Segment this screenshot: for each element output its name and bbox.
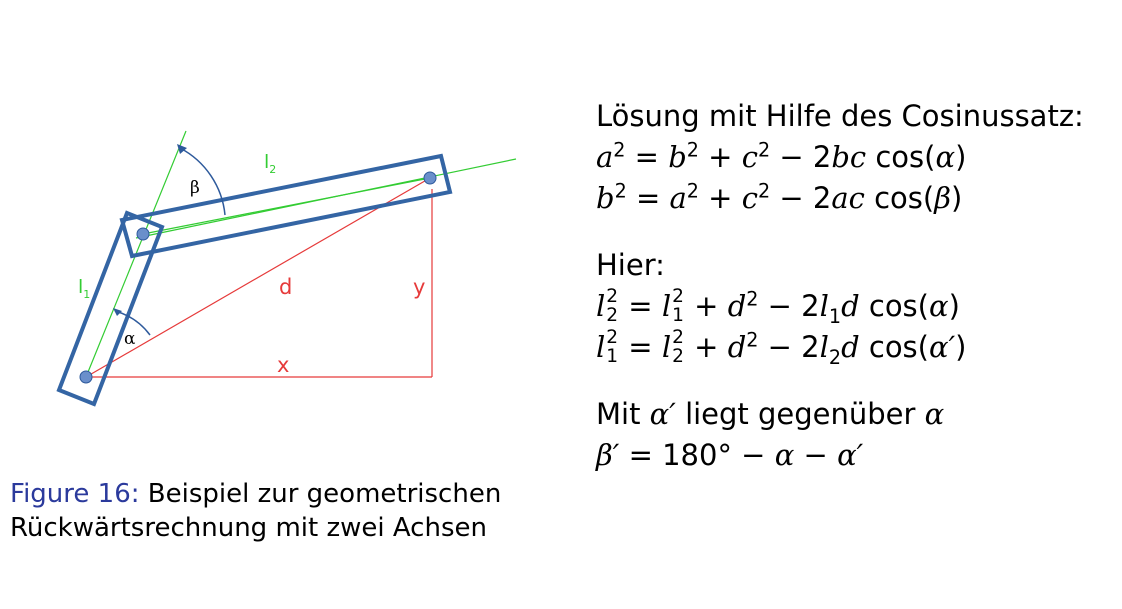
arm2-axis-line <box>142 177 431 235</box>
caption-line-2: Rückwärtsrechnung mit zwei Achsen <box>10 513 487 543</box>
elbow-joint <box>136 227 150 241</box>
x-label: x <box>277 353 289 377</box>
y-label: y <box>413 275 425 299</box>
l2-label: l2 <box>264 151 276 176</box>
formula-cosine-a: a2 = b2 + c2 − 2bc cos(α) <box>596 138 967 174</box>
caption-line-1: Figure 16: Beispiel zur geometrischen <box>10 477 501 511</box>
caption-text-1: Beispiel zur geometrischen <box>147 479 502 509</box>
formula-panel: Lösung mit Hilfe des Cosinussatz: a2 = b… <box>596 96 1084 476</box>
arm-1-body <box>56 210 165 407</box>
l1-label: l1 <box>78 276 90 301</box>
end-effector-joint <box>423 171 437 185</box>
cosine-law-heading: Lösung mit Hilfe des Cosinussatz: <box>596 99 1084 133</box>
arm-2-body <box>119 153 453 259</box>
beta-label: β <box>190 178 200 198</box>
beta-arc <box>179 147 226 216</box>
d-label: d <box>279 275 292 299</box>
alpha-label: α <box>124 329 136 349</box>
alpha-arrow-head <box>113 308 122 316</box>
figure-caption: Figure 16: Beispiel zur geometrischen Rü… <box>10 477 501 545</box>
d-line <box>85 177 431 378</box>
beta-arrow-head <box>177 144 187 154</box>
robot-arm-diagram: β α l2 l1 d y x <box>56 130 517 407</box>
hier-label: Hier: <box>596 248 665 282</box>
formula-beta-prime: β′ = 180° − α − α′ <box>596 438 864 472</box>
alpha-prime-note: Mit α′ liegt gegenüber α <box>596 397 945 431</box>
base-joint <box>79 370 93 384</box>
figure-number: Figure 16: <box>10 479 140 509</box>
formula-cosine-b: b2 = a2 + c2 − 2ac cos(β) <box>596 179 963 215</box>
